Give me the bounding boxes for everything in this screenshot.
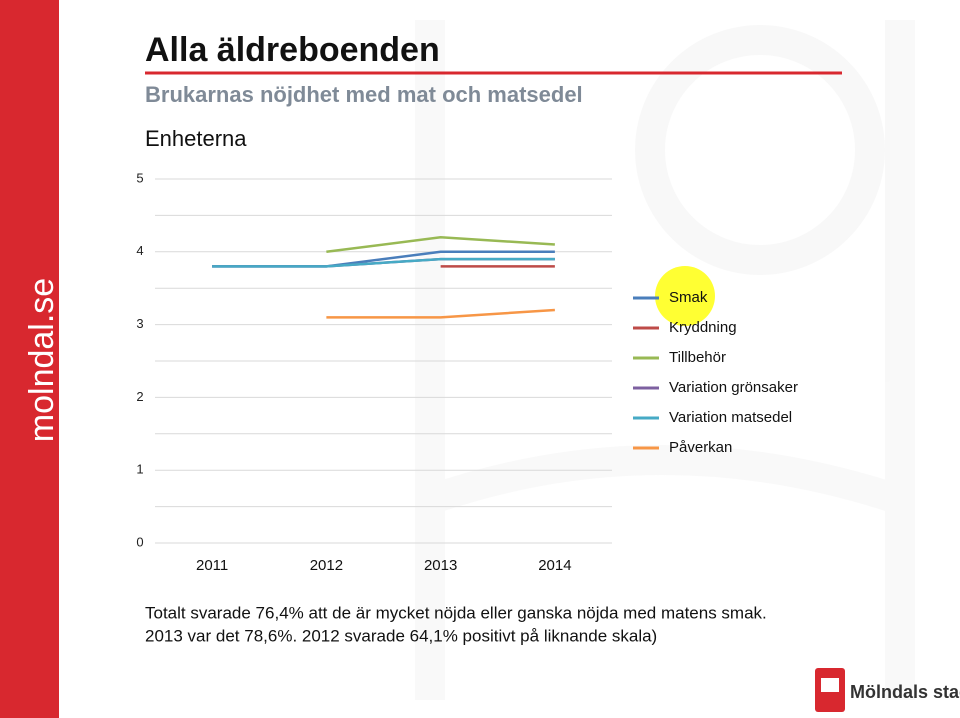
sidebar xyxy=(0,0,59,718)
highlight xyxy=(655,266,715,326)
legend-label: Variation matsedel xyxy=(669,409,792,426)
y-tick-label: 1 xyxy=(136,462,143,477)
legend-label: Variation grönsaker xyxy=(669,379,798,396)
y-tick-label: 5 xyxy=(136,170,143,185)
sidebar-text: molndal.se xyxy=(23,278,61,442)
series-line xyxy=(326,308,555,319)
x-tick-label: 2013 xyxy=(424,557,457,574)
watermark xyxy=(415,20,915,700)
series-line xyxy=(326,235,555,254)
legend-label: Tillbehör xyxy=(669,349,726,366)
logo: Mölndals stad xyxy=(815,668,960,712)
y-tick-label: 0 xyxy=(136,534,143,549)
legend-label: Smak xyxy=(669,289,708,306)
subtitle: Brukarnas nöjdhet med mat och matsedel xyxy=(145,82,583,107)
section-label: Enheterna xyxy=(145,126,247,151)
title: Alla äldreboenden xyxy=(145,31,440,69)
logo-text: Mölndals stad xyxy=(850,682,960,702)
logo-emblem xyxy=(821,678,839,692)
x-tick-label: 2011 xyxy=(196,557,228,574)
footer-line: 2013 var det 78,6%. 2012 svarade 64,1% p… xyxy=(145,626,657,645)
y-tick-label: 3 xyxy=(136,316,143,331)
footer-line: Totalt svarade 76,4% att de är mycket nö… xyxy=(145,603,767,622)
series-line xyxy=(212,257,555,268)
legend-label: Kryddning xyxy=(669,319,737,336)
x-tick-label: 2012 xyxy=(310,557,343,574)
legend-label: Påverkan xyxy=(669,439,732,456)
x-tick-label: 2014 xyxy=(538,557,571,574)
y-tick-label: 2 xyxy=(136,389,143,404)
y-tick-label: 4 xyxy=(136,243,143,258)
